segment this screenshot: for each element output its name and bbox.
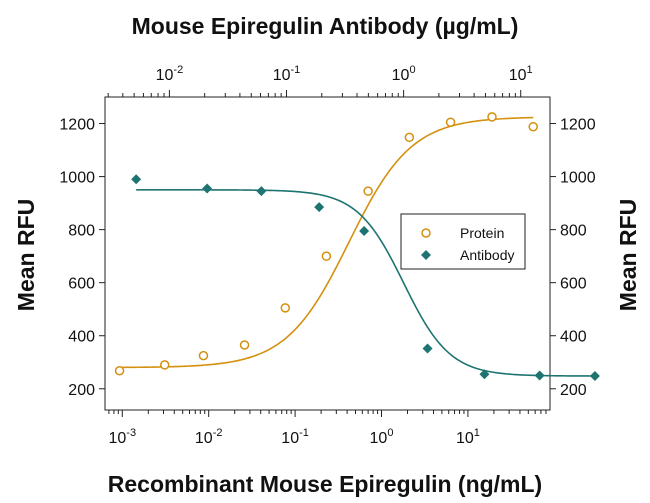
y-tick-label-left: 1200 [59,117,95,134]
antibody-data-point [534,370,545,381]
protein-data-point [404,132,415,143]
antibody-fit-curve [136,189,595,377]
y-tick-label-right: 1200 [560,117,596,134]
antibody-data-point [479,369,490,380]
antibody-data-point [131,174,142,185]
protein-data-point [445,117,456,127]
antibody-data-point [256,186,267,197]
protein-data-point [321,251,332,261]
plot-frame [104,96,551,411]
legend-antibody-marker [421,250,431,260]
top-axis-title: Mouse Epiregulin Antibody (µg/mL) [132,13,519,39]
y-tick-label-left: 600 [68,276,95,293]
y-tick-label-right: 400 [560,329,587,346]
legend: Protein Antibody [400,213,526,270]
x-tick-exponent-top: 0 [409,64,415,76]
antibody-data-point [589,371,600,382]
x-tick-label-bottom: 10-1 [281,427,309,447]
protein-data-point [487,112,497,122]
bottom-axis-title: Recombinant Mouse Epiregulin (ng/mL) [108,471,542,497]
y-tick-label-left: 400 [68,329,95,346]
x-tick-exponent-bottom: 0 [387,427,393,439]
antibody-data-point [359,225,370,236]
x-tick-exponent-top: -2 [173,64,183,76]
x-tick-exponent-bottom: -2 [213,427,223,439]
antibody-data-point [422,343,433,354]
legend-protein-label: Protein [460,225,504,241]
x-tick-label-bottom: 101 [456,427,480,447]
right-axis-title: Mean RFU [615,199,641,311]
x-tick-label-top: 10-1 [273,64,301,84]
antibody-data-point [314,202,325,213]
y-tick-label-left: 800 [68,223,95,240]
x-tick-label-top: 10-2 [156,64,184,84]
protein-data-point [198,350,209,361]
protein-data-point [239,340,250,350]
data-points [114,112,600,382]
fit-curves [119,116,595,377]
y-tick-label-left: 1000 [59,170,95,187]
protein-data-point [159,360,170,370]
y-tick-label-right: 600 [560,276,587,293]
y-tick-label-right: 800 [560,223,587,240]
x-tick-label-top: 100 [392,64,416,84]
left-axis-title: Mean RFU [13,199,39,311]
protein-fit-curve [119,116,534,369]
x-tick-label-bottom: 10-2 [195,427,223,447]
ticks-layer: 2004006008001000120020040060080010001200… [59,64,595,447]
x-tick-exponent-top: 1 [527,64,533,76]
x-tick-exponent-top: -1 [291,64,301,76]
protein-data-point [528,121,538,132]
protein-data-point [114,365,125,376]
x-tick-label-bottom: 10-3 [108,427,136,447]
protein-data-point [280,303,291,313]
y-tick-label-right: 200 [560,382,587,399]
x-tick-exponent-bottom: 1 [474,427,480,439]
y-tick-label-right: 1000 [560,170,596,187]
legend-antibody-label: Antibody [460,247,514,263]
legend-box [400,213,526,270]
x-tick-label-top: 101 [509,64,533,84]
y-tick-label-left: 200 [68,382,95,399]
x-tick-exponent-bottom: -1 [299,427,309,439]
x-tick-exponent-bottom: -3 [126,427,136,439]
x-tick-label-bottom: 100 [370,427,394,447]
antibody-data-point [202,183,213,194]
protein-data-point [363,186,373,196]
legend-protein-marker [421,228,431,238]
